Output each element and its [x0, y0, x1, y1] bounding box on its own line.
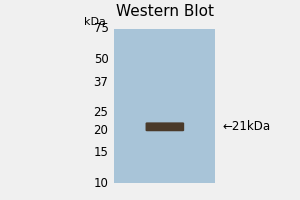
Text: 25: 25	[94, 106, 108, 119]
Text: 15: 15	[94, 146, 108, 159]
Text: 37: 37	[94, 76, 108, 89]
FancyBboxPatch shape	[114, 29, 215, 183]
Text: 10: 10	[94, 177, 108, 190]
Text: 50: 50	[94, 53, 108, 66]
FancyBboxPatch shape	[146, 122, 184, 131]
Text: kDa: kDa	[83, 17, 105, 27]
Text: ←21kDa: ←21kDa	[223, 120, 271, 133]
Text: 20: 20	[94, 124, 108, 137]
Text: Western Blot: Western Blot	[116, 4, 214, 19]
Text: 75: 75	[94, 22, 108, 35]
